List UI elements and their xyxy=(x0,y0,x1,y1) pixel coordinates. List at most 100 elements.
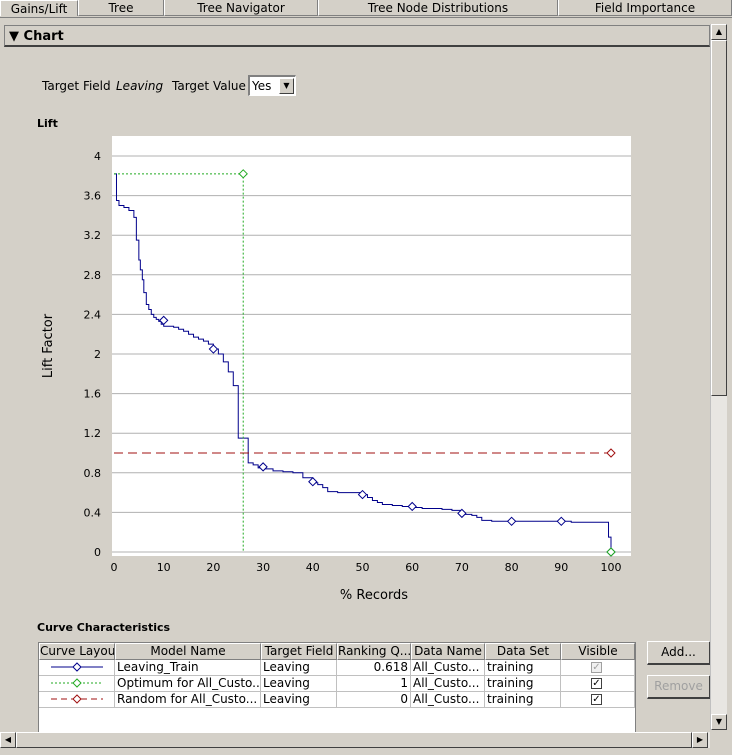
curve-legend-swatch xyxy=(51,694,103,704)
target-field-label: Target Field xyxy=(42,79,111,93)
series-marker xyxy=(606,448,616,458)
tab-gains-lift[interactable]: Gains/Lift xyxy=(0,0,78,16)
plot-area xyxy=(112,136,631,556)
y-axis-label: Lift Factor xyxy=(41,313,56,378)
target-value-selected: Yes xyxy=(252,79,272,93)
scroll-right-icon[interactable]: ▶ xyxy=(692,732,708,748)
x-tick-label: 90 xyxy=(554,561,568,574)
series-marker xyxy=(208,344,219,354)
curve-legend-swatch xyxy=(51,662,103,672)
series-marker xyxy=(158,315,169,326)
series-marker xyxy=(457,508,467,519)
section-title: Chart xyxy=(23,29,64,44)
y-tick-label: 4 xyxy=(94,150,101,163)
model-name-cell[interactable]: Optimum for All_Custo... xyxy=(115,676,261,692)
visible-cell[interactable]: ✓ xyxy=(561,676,635,692)
tab-bar: Gains/Lift Tree Tree Navigator Tree Node… xyxy=(0,0,732,17)
data-set-cell[interactable]: training xyxy=(485,692,561,708)
series-marker xyxy=(258,462,268,472)
series-marker xyxy=(357,489,368,500)
col-header-target-field[interactable]: Target Field xyxy=(261,643,337,660)
x-tick-label: 0 xyxy=(111,561,118,574)
data-set-cell[interactable]: training xyxy=(485,676,561,692)
y-tick-label: 0 xyxy=(94,546,101,559)
data-set-cell[interactable]: training xyxy=(485,660,561,676)
y-tick-label: 3.6 xyxy=(84,190,102,203)
tab-field-importance[interactable]: Field Importance xyxy=(558,0,732,16)
data-name-cell[interactable]: All_Custo... xyxy=(411,676,485,692)
series-marker xyxy=(556,516,567,527)
col-header-data-name[interactable]: Data Name xyxy=(411,643,485,660)
vertical-scrollbar[interactable]: ▲ ▼ xyxy=(710,24,727,730)
series-marker xyxy=(238,169,248,179)
scroll-left-icon[interactable]: ◀ xyxy=(0,732,16,748)
x-tick-label: 60 xyxy=(405,561,419,574)
scroll-down-icon[interactable]: ▼ xyxy=(711,714,727,730)
vertical-scroll-thumb[interactable] xyxy=(711,40,727,396)
x-tick-label: 80 xyxy=(505,561,519,574)
tab-tree-navigator[interactable]: Tree Navigator xyxy=(164,0,318,16)
visible-checkbox[interactable]: ✓ xyxy=(591,678,602,689)
col-header-ranking[interactable]: Ranking Q... xyxy=(337,643,411,660)
series-marker xyxy=(506,516,517,527)
visible-checkbox[interactable]: ✓ xyxy=(591,662,602,673)
col-header-data-set[interactable]: Data Set xyxy=(485,643,561,660)
chart-section-header[interactable]: ▼ Chart xyxy=(4,25,710,47)
series-line xyxy=(114,173,612,552)
x-tick-label: 40 xyxy=(306,561,320,574)
target-value-select[interactable]: Yes ▼ xyxy=(248,75,296,96)
series-marker xyxy=(407,501,417,512)
collapse-triangle-icon[interactable]: ▼ xyxy=(9,29,19,44)
ranking-cell[interactable]: 1 xyxy=(337,676,411,692)
tab-tree-node-distributions[interactable]: Tree Node Distributions xyxy=(318,0,558,16)
target-field-cell[interactable]: Leaving xyxy=(261,692,337,708)
scroll-up-icon[interactable]: ▲ xyxy=(711,24,727,40)
add-curve-button[interactable]: Add... xyxy=(647,641,711,665)
ranking-cell[interactable]: 0 xyxy=(337,692,411,708)
x-tick-label: 70 xyxy=(455,561,469,574)
y-tick-label: 2.4 xyxy=(84,308,102,321)
curve-legend-swatch xyxy=(51,678,103,688)
visible-cell[interactable]: ✓ xyxy=(561,692,635,708)
y-tick-label: 0.8 xyxy=(84,467,102,480)
lift-chart: 0 0.4 0.8 1.2 1.6 2 2.4 2.8 3.2 3.6 4 0 10 20 30 40 50 6… xyxy=(41,136,631,603)
target-value-label: Target Value xyxy=(172,79,246,93)
horizontal-scroll-thumb[interactable] xyxy=(16,732,692,748)
target-field-cell[interactable]: Leaving xyxy=(261,676,337,692)
series-marker xyxy=(308,477,318,487)
curve-layout-cell[interactable] xyxy=(39,676,115,692)
target-field-value: Leaving xyxy=(116,79,164,93)
data-name-cell[interactable]: All_Custo... xyxy=(411,660,485,676)
model-name-cell[interactable]: Leaving_Train xyxy=(115,660,261,676)
y-tick-label: 1.2 xyxy=(84,427,102,440)
series-marker xyxy=(606,547,616,557)
y-tick-label: 1.6 xyxy=(84,388,102,401)
x-tick-label: 50 xyxy=(356,561,370,574)
curve-layout-cell[interactable] xyxy=(39,692,115,708)
col-header-curve-layout[interactable]: Curve Layout xyxy=(39,643,115,660)
horizontal-scrollbar[interactable]: ◀ ▶ xyxy=(0,732,710,748)
visible-checkbox[interactable]: ✓ xyxy=(591,694,602,705)
y-tick-label: 2 xyxy=(94,348,101,361)
model-name-cell[interactable]: Random for All_Custo... xyxy=(115,692,261,708)
dropdown-arrow-icon[interactable]: ▼ xyxy=(279,78,294,94)
target-field-cell[interactable]: Leaving xyxy=(261,660,337,676)
col-header-model-name[interactable]: Model Name xyxy=(115,643,261,660)
data-name-cell[interactable]: All_Custo... xyxy=(411,692,485,708)
y-tick-label: 2.8 xyxy=(84,269,102,282)
curves-table: Curve Layout Model Name Target Field Ran… xyxy=(38,642,636,734)
x-tick-label: 100 xyxy=(601,561,622,574)
curve-characteristics-title: Curve Characteristics xyxy=(37,621,171,634)
ranking-cell[interactable]: 0.618 xyxy=(337,660,411,676)
curve-layout-cell[interactable] xyxy=(39,660,115,676)
x-tick-label: 10 xyxy=(157,561,171,574)
x-tick-label: 20 xyxy=(206,561,220,574)
col-header-visible[interactable]: Visible xyxy=(561,643,635,660)
content-frame xyxy=(0,17,732,755)
y-tick-label: 3.2 xyxy=(84,229,102,242)
visible-cell[interactable]: ✓ xyxy=(561,660,635,676)
remove-curve-button[interactable]: Remove xyxy=(647,675,711,699)
tab-tree[interactable]: Tree xyxy=(78,0,164,16)
chart-title: Lift xyxy=(37,117,58,130)
x-tick-label: 30 xyxy=(256,561,270,574)
